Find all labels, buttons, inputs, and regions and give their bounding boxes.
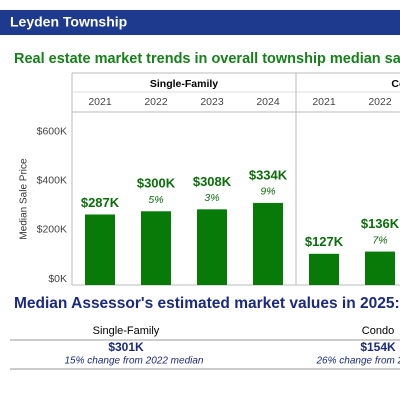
x-tick-label: 2024 — [256, 96, 280, 108]
x-tick-label: 2021 — [312, 96, 336, 108]
value-label: $334K — [249, 167, 288, 182]
bar — [253, 202, 283, 285]
bar — [197, 209, 227, 285]
column-name: Single-Family — [93, 325, 160, 337]
value-label: $127K — [305, 234, 344, 249]
column-value: $301K — [108, 340, 144, 354]
panel-title: Single-Family — [150, 78, 218, 90]
x-tick-label: 2022 — [368, 96, 392, 108]
change-label: 5% — [148, 194, 163, 206]
y-tick-label: $600K — [37, 125, 67, 137]
bar — [309, 253, 339, 285]
chart-title: Real estate market trends in overall tow… — [14, 51, 400, 67]
change-label: 9% — [260, 186, 275, 198]
y-tick-label: $0K — [48, 273, 67, 285]
value-label: $308K — [193, 174, 232, 189]
assessor-title: Median Assessor's estimated market value… — [14, 295, 400, 312]
column-value: $154K — [360, 340, 396, 354]
value-label: $287K — [81, 195, 120, 210]
column-note: 15% change from 2022 median — [65, 356, 204, 367]
header-title: Leyden Township — [10, 14, 127, 30]
x-tick-label: 2023 — [200, 96, 224, 108]
x-tick-label: 2022 — [144, 96, 168, 108]
value-label: $136K — [361, 216, 400, 231]
panel-title: Condo — [391, 78, 400, 90]
bar — [85, 214, 115, 285]
bar — [365, 251, 395, 285]
value-label: $300K — [137, 176, 176, 191]
bar — [141, 211, 171, 285]
change-label: 7% — [372, 234, 387, 246]
change-label: 3% — [204, 192, 219, 204]
y-axis-label: Median Sale Price — [19, 158, 30, 240]
column-name: Condo — [362, 325, 394, 337]
x-tick-label: 2021 — [88, 96, 112, 108]
column-note: 26% change from 2022 median — [316, 356, 400, 367]
y-tick-label: $200K — [37, 224, 67, 236]
header-bar — [0, 10, 400, 35]
y-tick-label: $400K — [37, 174, 67, 186]
